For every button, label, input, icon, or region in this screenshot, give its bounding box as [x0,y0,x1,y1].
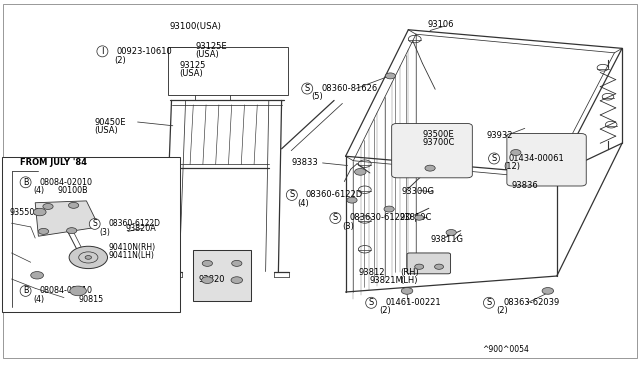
Circle shape [69,246,108,269]
Text: 90411N(LH): 90411N(LH) [109,251,155,260]
Text: (4): (4) [33,295,44,304]
Text: 90450E: 90450E [95,118,126,126]
Text: 00923-10610: 00923-10610 [116,47,172,56]
Text: 93820: 93820 [198,275,225,284]
Text: I: I [101,47,104,56]
Text: 93820A: 93820A [125,224,156,233]
Circle shape [401,288,413,294]
Text: S: S [92,219,97,228]
Bar [2,157,180,312]
Text: 08084-02010: 08084-02010 [40,178,93,187]
Text: S: S [289,190,294,199]
Text: FROM JULY '84: FROM JULY '84 [20,158,86,167]
Text: 93106: 93106 [428,20,454,29]
Text: 90410N(RH): 90410N(RH) [109,243,156,252]
Text: (USA): (USA) [195,50,219,59]
Circle shape [202,277,213,283]
Text: 93836: 93836 [512,182,539,190]
Text: (3): (3) [342,222,354,231]
Text: (RH): (RH) [400,268,419,277]
Polygon shape [35,201,99,236]
Circle shape [31,272,44,279]
Text: 93300G: 93300G [402,187,435,196]
Text: B: B [23,286,28,295]
Text: 93500E: 93500E [422,130,454,139]
Text: (4): (4) [297,199,308,208]
Circle shape [384,206,394,212]
Text: (USA): (USA) [179,69,203,78]
FancyBboxPatch shape [507,134,586,186]
Text: S: S [486,298,492,307]
Text: 08360-6122D: 08360-6122D [306,190,363,199]
Circle shape [446,230,456,235]
Circle shape [347,197,357,203]
Bar [168,46,288,95]
Circle shape [232,260,242,266]
Text: 93100(USA): 93100(USA) [169,22,221,31]
Text: 93821M: 93821M [370,276,404,285]
Text: 08363-62039: 08363-62039 [503,298,559,307]
Circle shape [70,286,86,296]
Text: 08360-6122D: 08360-6122D [109,219,161,228]
Circle shape [425,165,435,171]
Circle shape [85,256,92,259]
FancyBboxPatch shape [392,124,472,178]
Circle shape [415,215,424,220]
Circle shape [231,277,243,283]
Text: S: S [305,84,310,93]
Text: (3): (3) [100,228,111,237]
Text: (12): (12) [504,162,521,171]
Text: 90100B: 90100B [58,186,88,195]
Circle shape [67,228,77,234]
Bar [193,250,251,301]
Circle shape [435,264,444,269]
FancyBboxPatch shape [407,253,451,274]
Text: (2): (2) [497,307,508,315]
Text: (4): (4) [33,186,44,195]
Text: 93125E: 93125E [195,42,227,51]
Text: 93700C: 93700C [422,138,455,147]
Circle shape [511,150,521,155]
Text: S: S [492,154,497,163]
Text: 083630-6122D: 083630-6122D [349,214,412,222]
Text: 93550A: 93550A [10,208,40,217]
Circle shape [542,288,554,294]
Text: 93932: 93932 [486,131,513,140]
Text: 93833: 93833 [292,158,319,167]
Text: 08360-81626: 08360-81626 [321,84,378,93]
Text: S: S [333,214,338,222]
Text: 01461-00221: 01461-00221 [385,298,441,307]
Circle shape [355,169,366,175]
Text: (USA): (USA) [95,126,118,135]
Circle shape [385,73,396,79]
Text: 93812: 93812 [358,268,385,277]
Text: 93810C: 93810C [399,214,432,222]
Text: (2): (2) [379,307,390,315]
Text: 90815: 90815 [78,295,103,304]
Text: 93811G: 93811G [430,235,463,244]
Text: 01434-00061: 01434-00061 [508,154,564,163]
Circle shape [38,228,49,234]
Text: 08084-02010: 08084-02010 [40,286,93,295]
Text: 93125: 93125 [179,61,205,70]
Circle shape [202,260,212,266]
Text: (5): (5) [312,92,323,101]
Circle shape [415,264,424,269]
Text: (2): (2) [114,56,125,65]
Text: S: S [369,298,374,307]
Circle shape [43,203,53,209]
Circle shape [33,208,46,216]
Text: (LH): (LH) [400,276,417,285]
Circle shape [68,202,79,208]
Text: ^900^0054: ^900^0054 [483,345,529,354]
Text: B: B [23,178,28,187]
